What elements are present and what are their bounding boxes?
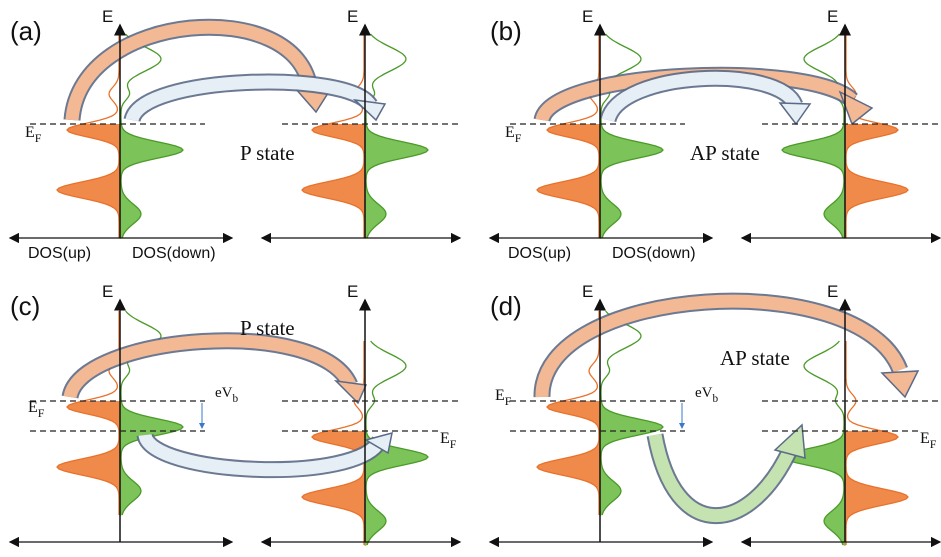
fermi-label-sub: F: [450, 437, 457, 451]
tunnel-arrow: [65, 20, 317, 121]
axis-label: E: [582, 282, 593, 301]
dos-curve: [781, 340, 845, 546]
dos-curve: [301, 341, 365, 545]
dos-curve: [845, 34, 909, 238]
dos-fill: [600, 124, 663, 239]
bias-label: eVb: [695, 385, 719, 405]
tunnel-arrow: [535, 294, 907, 398]
tunnel-arrow-head: [880, 370, 920, 399]
fermi-label: EF: [28, 399, 45, 420]
dos-label: DOS(down): [132, 245, 216, 262]
dos-label: DOS(up): [28, 245, 91, 262]
tunnel-arrow-head: [778, 102, 812, 126]
dos-curve: [536, 34, 600, 238]
panel-label: (b): [490, 16, 522, 46]
axis-label: E: [347, 7, 358, 26]
axis-label: E: [347, 282, 358, 301]
dos-fill: [57, 401, 120, 516]
bias-label: eVb: [215, 385, 239, 405]
dos-fill: [120, 401, 183, 516]
fermi-label-main: E: [505, 124, 515, 141]
tunnel-arrow: [63, 334, 356, 399]
axis-label: E: [582, 7, 593, 26]
dos-fill: [782, 431, 845, 546]
dos-fill: [600, 401, 663, 516]
tunnel-arrow-head: [333, 379, 368, 405]
dos-fill: [845, 431, 908, 546]
dos-curve: [301, 34, 365, 238]
fermi-label: EF: [25, 124, 42, 145]
fermi-label: EF: [440, 430, 457, 451]
fermi-label-main: E: [920, 430, 930, 447]
dos-fill: [120, 124, 183, 239]
bias-label-main: eV: [695, 385, 713, 401]
panel-label: (d): [490, 291, 522, 321]
state-label: AP state: [690, 141, 760, 165]
dos-curve: [600, 33, 664, 239]
bias-label-sub: b: [233, 393, 239, 405]
axis-label: E: [102, 282, 113, 301]
fermi-label-main: E: [440, 430, 450, 447]
state-label: P state: [240, 141, 295, 165]
tunnel-arrow-head: [352, 98, 387, 122]
axis-label: E: [827, 7, 838, 26]
dos-fill: [302, 431, 365, 546]
tunnel-arrow: [125, 75, 376, 123]
fermi-label: EF: [920, 430, 937, 451]
dos-fill: [365, 431, 428, 546]
bias-label-sub: b: [713, 393, 719, 405]
tunnel-arrow: [138, 432, 386, 477]
dos-curve: [120, 33, 184, 239]
fermi-label-sub: F: [505, 394, 512, 408]
tunnel-arrow-head: [838, 90, 874, 126]
fermi-label-sub: F: [35, 131, 42, 145]
dos-curve: [781, 33, 845, 239]
tunnel-arrow-head: [364, 431, 393, 455]
dos-curve: [536, 311, 600, 515]
dos-curve: [365, 33, 429, 239]
dos-label: DOS(up): [508, 245, 571, 262]
panel-label: (c): [10, 291, 40, 321]
dos-curve: [845, 341, 909, 545]
tunnel-arrow: [601, 71, 802, 123]
axis-label: E: [102, 7, 113, 26]
fermi-label-sub: F: [515, 131, 522, 145]
dos-fill: [537, 401, 600, 516]
dos-curve: [56, 34, 120, 238]
fermi-label-main: E: [28, 399, 38, 416]
panel-label: (a): [10, 16, 42, 46]
axis-label: E: [827, 282, 838, 301]
dos-fill: [537, 124, 600, 239]
fermi-label-main: E: [495, 387, 505, 404]
dos-fill: [845, 124, 908, 239]
bias-label-main: eV: [215, 385, 233, 401]
state-label: P state: [240, 316, 295, 340]
fermi-label-sub: F: [38, 406, 45, 420]
dos-curve: [600, 310, 664, 516]
dos-fill: [782, 124, 845, 239]
state-label: AP state: [720, 346, 790, 370]
dos-fill: [365, 124, 428, 239]
tunnel-arrow-head: [773, 423, 806, 460]
tunnel-arrow: [648, 433, 796, 522]
dos-fill: [302, 124, 365, 239]
dos-curve: [56, 311, 120, 515]
fermi-label-sub: F: [930, 437, 937, 451]
fermi-label-main: E: [25, 124, 35, 141]
fermi-label: EF: [505, 124, 522, 145]
fermi-label: EF: [495, 387, 512, 408]
dos-fill: [57, 124, 120, 239]
dos-label: DOS(down): [612, 245, 696, 262]
